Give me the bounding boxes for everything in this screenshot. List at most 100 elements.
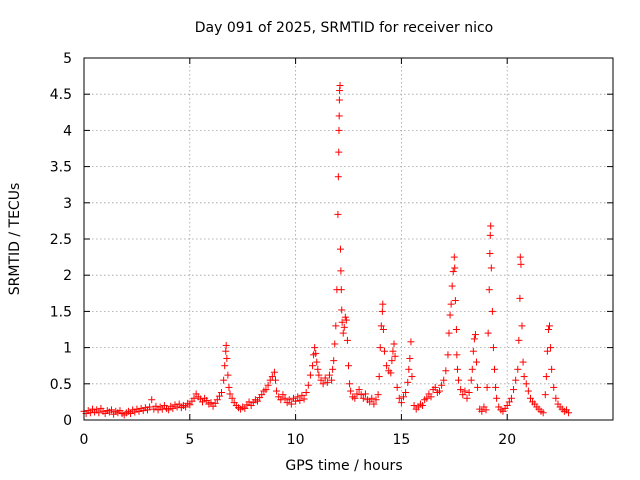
y-tick-label: 0.5	[50, 377, 72, 393]
x-tick-label: 5	[185, 432, 194, 448]
data-point	[368, 394, 376, 402]
data-point	[379, 300, 387, 308]
data-point	[175, 400, 183, 408]
data-point	[445, 329, 453, 337]
data-point	[491, 365, 499, 373]
data-point	[467, 376, 475, 384]
data-point	[346, 380, 354, 388]
x-tick-label: 10	[287, 432, 305, 448]
data-point	[512, 376, 520, 384]
y-tick-label: 3.5	[50, 160, 72, 176]
data-point	[211, 399, 219, 407]
data-point	[459, 391, 467, 399]
data-point	[334, 210, 342, 218]
data-point	[455, 376, 463, 384]
data-point	[359, 394, 367, 402]
data-point	[220, 376, 228, 384]
data-point	[514, 365, 522, 373]
data-point	[452, 326, 460, 333]
data-point	[337, 286, 345, 294]
data-point	[516, 253, 524, 261]
data-point	[271, 376, 279, 384]
data-point	[146, 403, 154, 411]
data-point	[550, 383, 558, 391]
data-point	[486, 249, 494, 257]
data-point	[379, 326, 387, 333]
data-point	[330, 357, 338, 365]
data-point	[306, 371, 314, 379]
data-point	[451, 297, 459, 305]
data-point	[273, 387, 281, 395]
tick-layer	[83, 57, 613, 421]
data-point	[565, 409, 573, 417]
data-point	[406, 354, 414, 362]
data-point	[268, 373, 276, 381]
data-point	[526, 394, 534, 402]
data-point	[448, 282, 456, 290]
data-point	[457, 386, 465, 394]
data-point	[438, 381, 446, 389]
data-point	[277, 396, 285, 404]
data-point	[335, 96, 343, 104]
data-point	[304, 381, 312, 389]
data-point	[393, 383, 401, 391]
data-point	[488, 307, 496, 315]
data-point	[487, 222, 495, 230]
x-axis-label: GPS time / hours	[285, 458, 402, 474]
data-point	[300, 395, 308, 403]
data-point	[389, 347, 397, 355]
data-point	[451, 264, 459, 272]
y-tick-label: 2	[63, 268, 72, 284]
data-point	[516, 294, 524, 302]
data-point	[226, 390, 234, 398]
data-point	[207, 399, 215, 407]
data-point	[335, 148, 343, 156]
data-point	[518, 322, 526, 330]
data-point	[347, 387, 355, 395]
data-point	[510, 386, 518, 394]
data-point	[343, 336, 351, 344]
data-point	[541, 391, 549, 399]
data-point	[493, 394, 501, 402]
data-point	[228, 394, 236, 402]
data-point	[485, 286, 493, 294]
data-point	[169, 404, 177, 412]
data-point	[543, 347, 551, 355]
data-point	[410, 402, 418, 410]
data-point	[182, 403, 190, 411]
data-point	[315, 371, 323, 379]
y-tick-label: 4	[63, 123, 72, 139]
y-tick-label: 3	[63, 196, 72, 212]
data-point	[95, 409, 103, 417]
data-point	[377, 322, 385, 330]
data-point	[507, 394, 515, 402]
data-point	[221, 362, 229, 370]
data-point	[225, 383, 233, 391]
data-point	[427, 393, 435, 401]
data-point	[402, 388, 410, 396]
data-point	[335, 112, 343, 120]
data-point	[148, 396, 156, 404]
data-point	[515, 336, 523, 344]
data-point	[285, 396, 293, 404]
data-point	[336, 245, 344, 253]
data-point	[450, 253, 458, 261]
y-tick-label: 4.5	[50, 87, 72, 103]
data-point	[296, 396, 304, 404]
data-point	[339, 329, 347, 337]
data-point	[376, 344, 384, 352]
data-point	[329, 365, 337, 373]
data-point	[86, 409, 94, 417]
x-tick-label: 0	[80, 432, 89, 448]
data-point	[470, 335, 478, 343]
data-point	[345, 362, 352, 370]
data-point	[442, 367, 450, 375]
data-point	[407, 338, 415, 346]
data-points	[80, 82, 573, 419]
data-point	[338, 318, 346, 326]
data-point	[552, 394, 560, 402]
data-point	[503, 402, 511, 410]
data-point	[453, 351, 461, 359]
data-point	[328, 376, 336, 384]
data-point	[355, 386, 363, 394]
